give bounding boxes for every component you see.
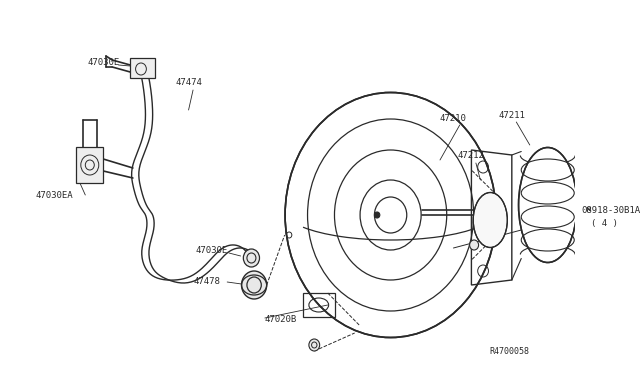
Text: 47478: 47478 [193, 278, 220, 286]
Ellipse shape [473, 192, 508, 247]
FancyBboxPatch shape [76, 147, 103, 183]
Ellipse shape [285, 93, 496, 337]
Text: 47212: 47212 [458, 151, 485, 160]
Text: 47030E: 47030E [196, 246, 228, 254]
Text: 47020B: 47020B [265, 315, 297, 324]
Circle shape [243, 249, 259, 267]
Ellipse shape [518, 148, 577, 263]
Text: 47210: 47210 [440, 113, 467, 122]
Circle shape [374, 212, 380, 218]
Circle shape [241, 271, 267, 299]
Text: R4700058: R4700058 [490, 347, 529, 356]
Text: 08918-30B1A: 08918-30B1A [582, 205, 640, 215]
Text: N: N [585, 207, 590, 212]
Circle shape [579, 200, 596, 220]
Text: 47474: 47474 [175, 77, 202, 87]
Circle shape [470, 240, 479, 250]
FancyBboxPatch shape [130, 58, 156, 78]
Text: 47030E: 47030E [87, 58, 119, 67]
Text: ( 4 ): ( 4 ) [591, 218, 618, 228]
Text: 47211: 47211 [499, 110, 525, 119]
Text: 47030EA: 47030EA [36, 190, 74, 199]
Circle shape [309, 339, 319, 351]
